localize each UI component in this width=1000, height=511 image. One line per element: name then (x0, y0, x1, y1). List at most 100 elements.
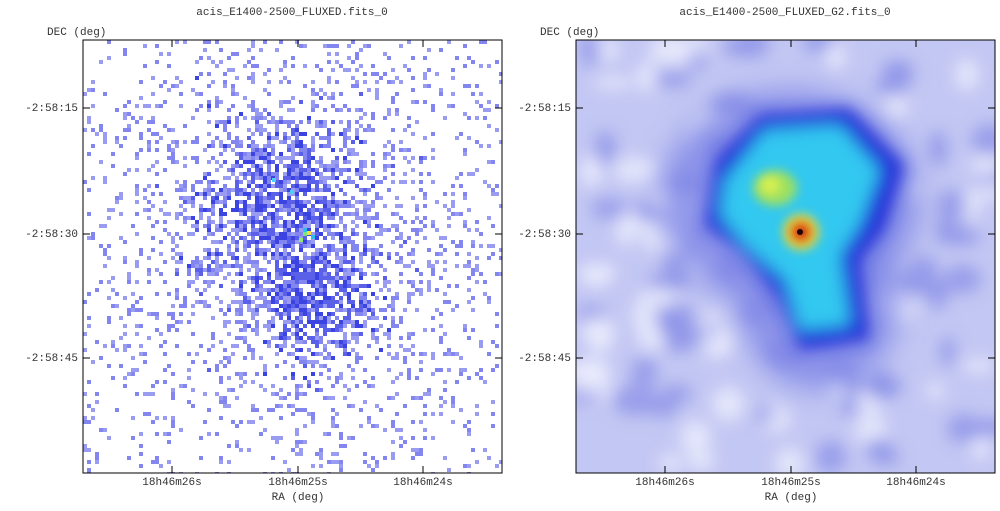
pixel (167, 64, 171, 68)
pixel (195, 300, 199, 304)
pixel (299, 228, 303, 232)
pixel (103, 252, 107, 256)
pixel (363, 208, 367, 212)
pixel (171, 392, 175, 396)
pixel (479, 232, 483, 236)
pixel (359, 168, 363, 172)
pixel (419, 188, 423, 192)
pixel (219, 456, 223, 460)
pixel (299, 348, 303, 352)
pixel (303, 304, 307, 308)
pixel (287, 120, 291, 124)
pixel (251, 356, 255, 360)
pixel (243, 240, 247, 244)
pixel (295, 256, 299, 260)
pixel (267, 196, 271, 200)
pixel (335, 224, 339, 228)
pixel (439, 412, 443, 416)
pixel (431, 268, 435, 272)
pixel (415, 288, 419, 292)
pixel (271, 224, 275, 228)
pixel (83, 128, 87, 132)
pixel (235, 160, 239, 164)
pixel (279, 284, 283, 288)
pixel (215, 432, 219, 436)
pixel (219, 360, 223, 364)
pixel (335, 168, 339, 172)
pixel (267, 232, 271, 236)
pixel (403, 240, 407, 244)
pixel (291, 308, 295, 312)
pixel (423, 328, 427, 332)
pixel (143, 352, 147, 356)
pixel (359, 116, 363, 120)
pixel (311, 264, 315, 268)
pixel (159, 464, 163, 468)
pixel (211, 260, 215, 264)
pixel (311, 176, 315, 180)
pixel (163, 380, 167, 384)
pixel (331, 148, 335, 152)
pixel (355, 356, 359, 360)
pixel (343, 128, 347, 132)
pixel (411, 100, 415, 104)
pixel (223, 72, 227, 76)
pixel (451, 200, 455, 204)
pixel (215, 104, 219, 108)
pixel (391, 356, 395, 360)
pixel (291, 172, 295, 176)
pixel (359, 160, 363, 164)
pixel (451, 352, 455, 356)
pixel (415, 308, 419, 312)
pixel (327, 228, 331, 232)
pixel (395, 296, 399, 300)
pixel (251, 76, 255, 80)
pixel (291, 448, 295, 452)
pixel (123, 324, 127, 328)
pixel (347, 388, 351, 392)
pixel (275, 440, 279, 444)
pixel (491, 368, 495, 372)
pixel (167, 144, 171, 148)
pixel (331, 168, 335, 172)
pixel (275, 248, 279, 252)
pixel (247, 308, 251, 312)
pixel (135, 300, 139, 304)
pixel (479, 64, 483, 68)
pixel (311, 280, 315, 284)
pixel (171, 240, 175, 244)
pixel (351, 220, 355, 224)
pixel (263, 288, 267, 292)
pixel (307, 160, 311, 164)
pixel (367, 284, 371, 288)
pixel (391, 148, 395, 152)
pixel (439, 336, 443, 340)
pixel (263, 108, 267, 112)
pixel (111, 304, 115, 308)
pixel (303, 204, 307, 208)
pixel (303, 256, 307, 260)
pixel (275, 200, 279, 204)
pixel (295, 136, 299, 140)
pixel (279, 216, 283, 220)
pixel (287, 124, 291, 128)
pixel (235, 260, 239, 264)
pixel (135, 308, 139, 312)
pixel (279, 336, 283, 340)
pixel (263, 208, 267, 212)
pixel (407, 332, 411, 336)
pixel (215, 256, 219, 260)
pixel (459, 172, 463, 176)
pixel (107, 40, 111, 44)
pixel (183, 164, 187, 168)
y-tick-label: -2:58:30 (518, 229, 571, 241)
pixel (367, 384, 371, 388)
mottle-spot (612, 385, 659, 416)
pixel (183, 184, 187, 188)
pixel (207, 280, 211, 284)
pixel (419, 368, 423, 372)
pixel (291, 132, 295, 136)
pixel (415, 396, 419, 400)
pixel (335, 248, 339, 252)
mottle-spot (595, 40, 619, 62)
